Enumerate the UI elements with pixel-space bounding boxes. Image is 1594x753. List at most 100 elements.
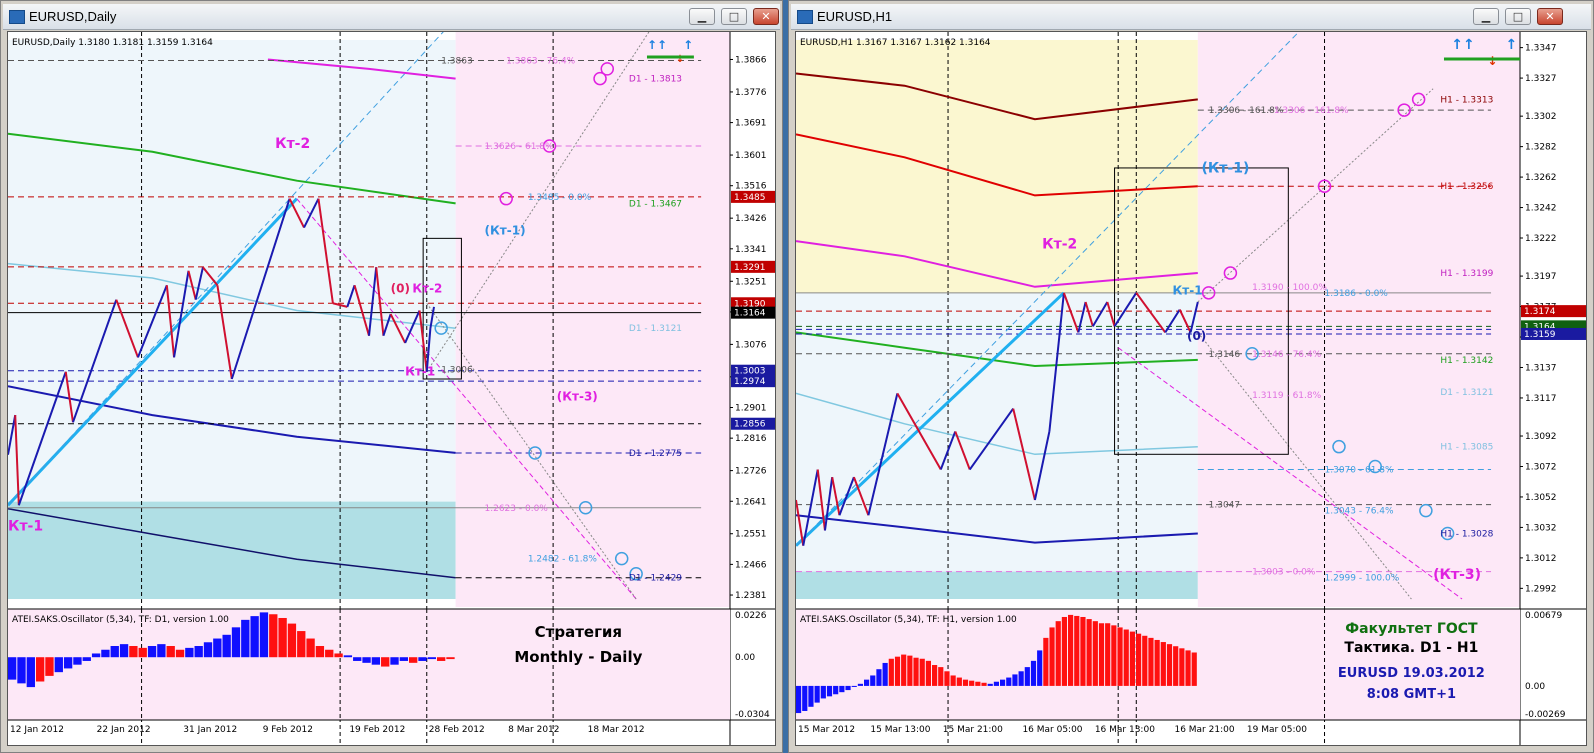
price-segment	[194, 266, 204, 300]
price-tag	[1521, 327, 1586, 340]
minimize-button[interactable]: ▁	[1473, 8, 1499, 25]
oscillator-bar	[185, 647, 194, 658]
oscillator-bar	[944, 671, 950, 686]
level-label: D1 - 1.3121	[1440, 388, 1493, 398]
date-tick-label: 19 Feb 2012	[349, 725, 405, 735]
price-tick-label: 1.3776	[735, 88, 767, 98]
oscillator-bar	[371, 657, 381, 665]
oscillator-bar	[409, 657, 418, 663]
price-tick-label: 1.3251	[735, 277, 767, 287]
moving-average-line	[267, 58, 456, 80]
oscillator-bar	[436, 657, 446, 661]
oscillator-bar	[1142, 635, 1148, 686]
price-tick-label: 1.2726	[735, 467, 767, 477]
trend-line	[796, 291, 1065, 547]
projection-marker	[1317, 179, 1332, 193]
oscillator-bar	[269, 614, 278, 658]
price-tag	[1521, 305, 1586, 318]
oscillator-bar	[306, 638, 315, 658]
oscillator-bar	[993, 681, 1000, 686]
projection-marker	[600, 62, 615, 76]
oscillator-bar	[334, 653, 343, 658]
date-tick-label: 18 Mar 2012	[588, 725, 645, 735]
chart-area[interactable]: H1 - 1.3313 1.3306 - 161.8% 1.3306 - 161.8…	[795, 31, 1587, 746]
caption-faculty: Факультет ГОСТ	[1345, 621, 1478, 637]
oscillator-bar	[110, 646, 119, 658]
price-segment	[346, 284, 356, 308]
price-segment	[332, 302, 348, 308]
price-segment	[173, 270, 190, 358]
level-label: D1 - 1.2775	[629, 449, 682, 459]
price-segment	[389, 313, 406, 344]
oscillator-bar	[913, 657, 919, 686]
oscillator-bar	[175, 649, 185, 658]
price-segment	[288, 198, 305, 228]
projection-zone	[1197, 32, 1520, 607]
price-segment	[8, 414, 17, 455]
chart-window-icon	[9, 10, 25, 24]
date-tick-label: 9 Feb 2012	[263, 725, 313, 735]
level-label: 1.3190 - 100.0%	[1252, 283, 1327, 293]
projection-marker	[1201, 286, 1216, 300]
wave-label: (Кт-1)	[485, 224, 526, 238]
oscillator-tick-label: -0.00269	[1525, 710, 1566, 720]
oscillator-bar	[315, 646, 325, 658]
oscillator-bar	[1098, 623, 1105, 686]
price-segment	[317, 198, 334, 304]
oscillator-bar	[969, 680, 975, 686]
wave-label: Кт-1	[405, 364, 435, 378]
price-segment	[64, 371, 74, 423]
price-segment	[230, 198, 291, 380]
h1-chart-svg: H1 - 1.3313 1.3306 - 161.8%1.3306 - 161.8…	[796, 32, 1586, 745]
level-label: H1 - 1.3199	[1440, 269, 1493, 279]
date-tick-label: 28 Feb 2012	[429, 725, 485, 735]
maximize-button[interactable]: □	[721, 8, 747, 25]
window-titlebar[interactable]: EURUSD,H1 ▁ □ ✕	[791, 4, 1591, 30]
price-tick-label: 1.3282	[1525, 143, 1557, 153]
price-segment	[187, 270, 197, 300]
maximize-button[interactable]: □	[1505, 8, 1531, 25]
price-segment	[14, 415, 20, 506]
close-icon: ✕	[1545, 10, 1555, 23]
oscillator-tick-label: 0.00679	[1525, 611, 1562, 621]
background-zone	[8, 274, 456, 502]
close-button[interactable]: ✕	[753, 8, 779, 25]
oscillator-bar	[1105, 623, 1111, 686]
date-tick-label: 19 Mar 05:00	[1247, 725, 1307, 735]
level-label: 1.3306 - 161.8%	[1274, 106, 1349, 116]
price-tick-label: 1.3516	[735, 182, 767, 192]
oscillator-bar	[1185, 650, 1191, 686]
oscillator-bar	[399, 657, 409, 661]
price-segment	[165, 285, 176, 358]
window-titlebar[interactable]: EURUSD,Daily ▁ □ ✕	[3, 4, 780, 30]
price-segment	[802, 469, 819, 546]
price-tick-label: 1.2816	[735, 434, 767, 444]
price-segment	[1091, 301, 1109, 327]
oscillator-title: ATEI.SAKS.Oscillator (5,34), TF: H1, ver…	[800, 615, 1017, 625]
minimize-icon: ▁	[1481, 10, 1491, 23]
minimize-button[interactable]: ▁	[689, 8, 715, 25]
date-tick-label: 15 Mar 2012	[798, 725, 855, 735]
oscillator-bar	[157, 644, 166, 658]
price-tag	[731, 260, 775, 273]
level-label: D1 - 1.2429	[629, 574, 682, 584]
trend-line	[8, 197, 298, 507]
price-segment	[816, 469, 826, 531]
oscillator-bar	[390, 657, 399, 665]
oscillator-bar	[851, 685, 857, 687]
level-label: 1.3186 - 0.0%	[1325, 289, 1389, 299]
date-tick-label: 16 Mar 21:00	[1174, 725, 1234, 735]
oscillator-bar	[932, 665, 938, 686]
level-label: 1.3006	[441, 366, 473, 376]
chart-area[interactable]: 1.3863 1.3863 - 76.4% D1 - 1.3813 1.3626 - …	[7, 31, 776, 746]
oscillator-bar	[1160, 642, 1166, 686]
close-icon: ✕	[761, 10, 771, 23]
oscillator-bar	[839, 685, 845, 693]
oscillator-bar	[1136, 633, 1142, 686]
close-button[interactable]: ✕	[1537, 8, 1563, 25]
price-tick-label: 1.3341	[735, 245, 767, 255]
price-tag-label: 1.3485	[734, 193, 766, 203]
background-zone	[796, 571, 1198, 599]
projection-zone	[455, 32, 730, 607]
price-segment	[831, 476, 841, 516]
